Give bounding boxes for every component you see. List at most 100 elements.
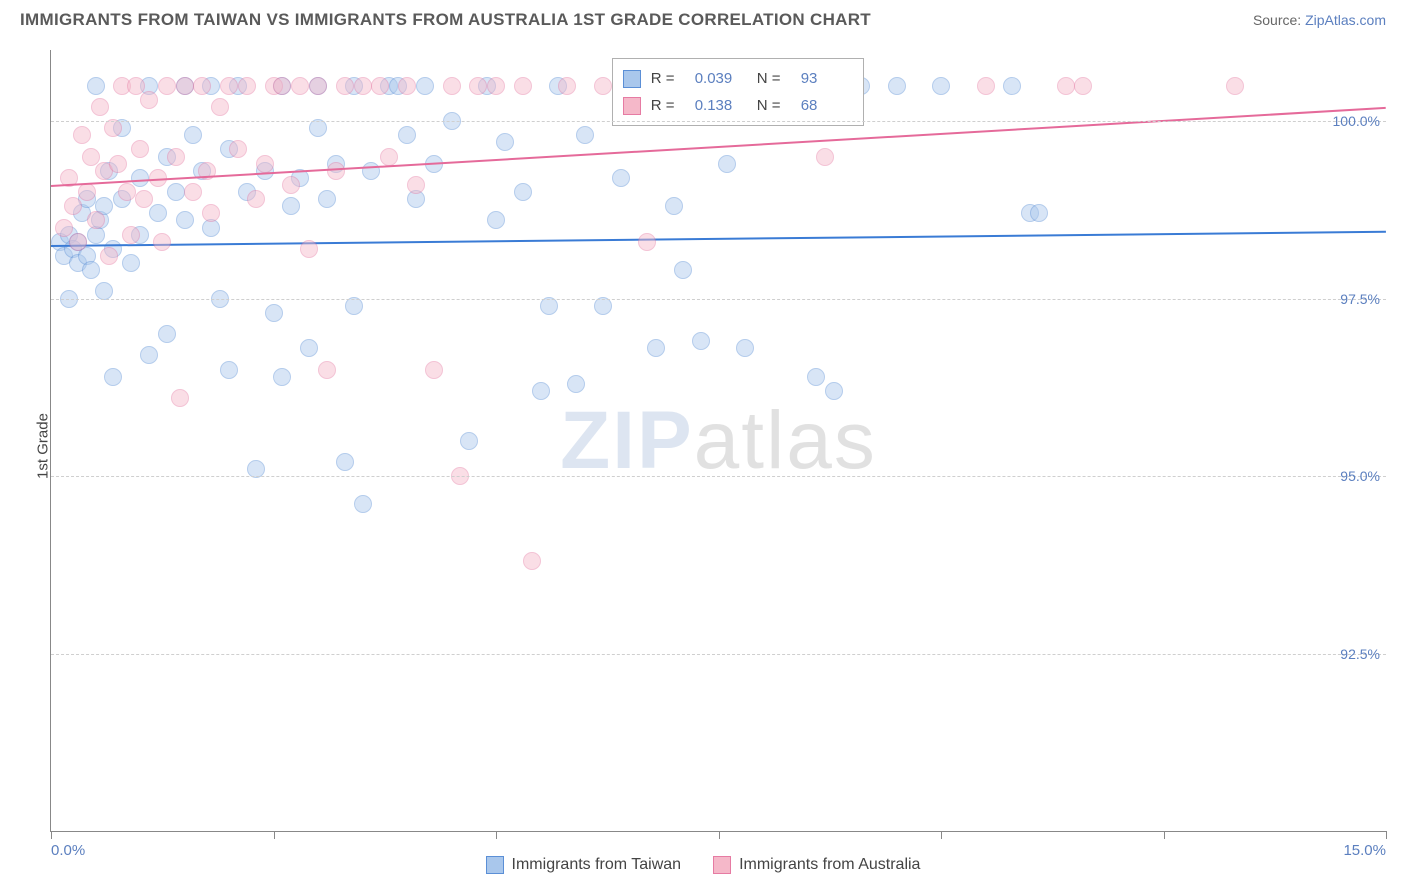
legend-swatch [486, 856, 504, 874]
data-point [1226, 77, 1244, 95]
data-point [220, 77, 238, 95]
y-axis-label: 1st Grade [34, 413, 51, 479]
correlation-stats-legend: R =0.039N =93R =0.138N =68 [612, 58, 864, 126]
x-tick [1164, 831, 1165, 839]
data-point [247, 190, 265, 208]
data-point [91, 98, 109, 116]
data-point [371, 77, 389, 95]
r-value: 0.138 [695, 92, 747, 119]
data-point [932, 77, 950, 95]
data-point [73, 126, 91, 144]
data-point [184, 183, 202, 201]
data-point [1074, 77, 1092, 95]
r-label: R = [651, 65, 685, 92]
r-label: R = [651, 92, 685, 119]
legend-swatch [713, 856, 731, 874]
data-point [300, 339, 318, 357]
data-point [55, 219, 73, 237]
data-point [416, 77, 434, 95]
data-point [127, 77, 145, 95]
data-point [398, 77, 416, 95]
data-point [692, 332, 710, 350]
y-tick-label: 95.0% [1340, 468, 1380, 484]
legend-item: Immigrants from Taiwan [486, 856, 682, 874]
n-value: 93 [801, 65, 853, 92]
data-point [87, 77, 105, 95]
data-point [309, 77, 327, 95]
data-point [354, 77, 372, 95]
data-point [354, 495, 372, 513]
x-tick [274, 831, 275, 839]
data-point [398, 126, 416, 144]
data-point [514, 183, 532, 201]
data-point [176, 77, 194, 95]
data-point [318, 190, 336, 208]
data-point [220, 361, 238, 379]
gridline [51, 476, 1386, 477]
data-point [825, 382, 843, 400]
chart-header: IMMIGRANTS FROM TAIWAN VS IMMIGRANTS FRO… [0, 0, 1406, 38]
y-tick-label: 97.5% [1340, 291, 1380, 307]
legend-swatch [623, 70, 641, 88]
r-value: 0.039 [695, 65, 747, 92]
data-point [87, 211, 105, 229]
data-point [238, 77, 256, 95]
data-point [736, 339, 754, 357]
data-point [193, 77, 211, 95]
data-point [318, 361, 336, 379]
data-point [558, 77, 576, 95]
data-point [487, 211, 505, 229]
data-point [229, 140, 247, 158]
data-point [167, 148, 185, 166]
data-point [496, 133, 514, 151]
data-point [674, 261, 692, 279]
scatter-plot [51, 50, 1386, 831]
data-point [282, 197, 300, 215]
source-link[interactable]: ZipAtlas.com [1305, 12, 1386, 28]
data-point [665, 197, 683, 215]
x-tick [1386, 831, 1387, 839]
data-point [256, 155, 274, 173]
trend-line [51, 231, 1386, 247]
data-point [109, 155, 127, 173]
data-point [273, 77, 291, 95]
chart-plot-area: ZIPatlas R =0.039N =93R =0.138N =68 0.0%… [50, 50, 1386, 832]
legend-label: Immigrants from Australia [739, 856, 920, 874]
data-point [64, 197, 82, 215]
legend-swatch [623, 97, 641, 115]
chart-title: IMMIGRANTS FROM TAIWAN VS IMMIGRANTS FRO… [20, 10, 871, 30]
data-point [176, 211, 194, 229]
data-point [1003, 77, 1021, 95]
data-point [140, 91, 158, 109]
data-point [576, 126, 594, 144]
data-point [407, 176, 425, 194]
data-point [122, 254, 140, 272]
legend-item: Immigrants from Australia [713, 856, 920, 874]
y-tick-label: 100.0% [1333, 113, 1380, 129]
data-point [532, 382, 550, 400]
data-point [149, 204, 167, 222]
data-point [167, 183, 185, 201]
data-point [82, 261, 100, 279]
data-point [336, 77, 354, 95]
data-point [1030, 204, 1048, 222]
data-point [82, 148, 100, 166]
y-tick-label: 92.5% [1340, 646, 1380, 662]
x-tick [941, 831, 942, 839]
data-point [184, 126, 202, 144]
data-point [638, 233, 656, 251]
data-point [514, 77, 532, 95]
data-point [131, 169, 149, 187]
data-point [282, 176, 300, 194]
data-point [460, 432, 478, 450]
n-label: N = [757, 65, 791, 92]
x-tick [51, 831, 52, 839]
data-point [69, 233, 87, 251]
data-point [135, 190, 153, 208]
data-point [425, 361, 443, 379]
data-point [158, 77, 176, 95]
gridline [51, 299, 1386, 300]
x-tick [496, 831, 497, 839]
data-point [594, 77, 612, 95]
data-point [158, 325, 176, 343]
